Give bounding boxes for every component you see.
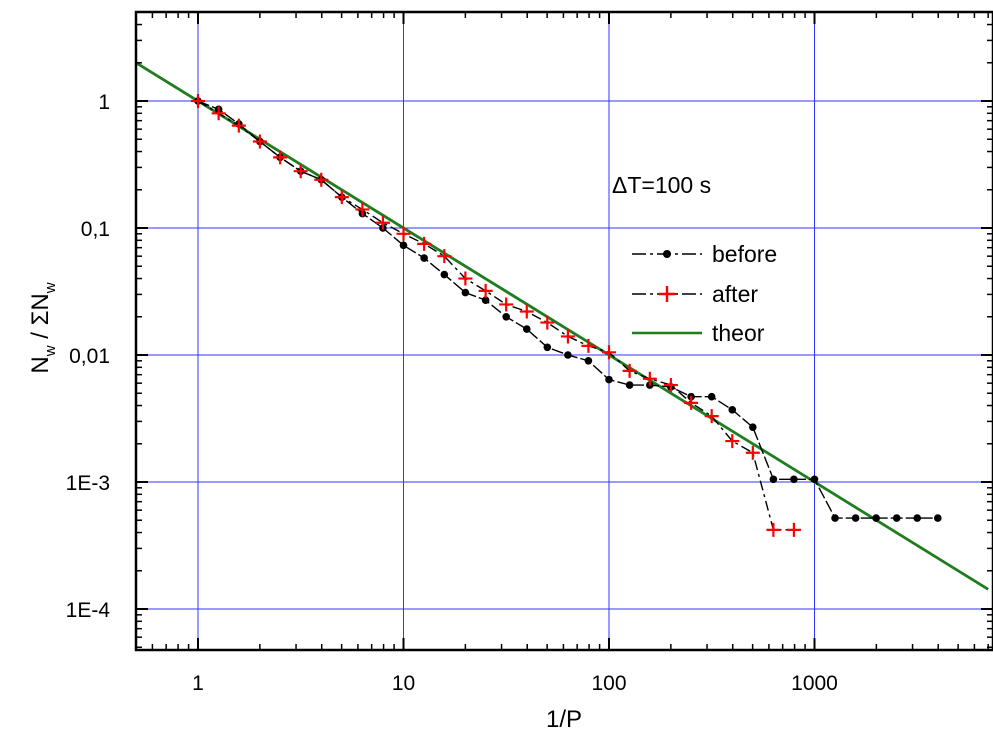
after-point [663, 378, 678, 393]
after-point [704, 409, 719, 424]
y-tick-label: 1E-4 [66, 599, 111, 622]
after-point [231, 118, 246, 133]
before-point [810, 475, 819, 484]
grid [136, 12, 993, 650]
after-point [458, 271, 473, 286]
before-point [502, 312, 510, 321]
after-point [766, 522, 781, 537]
after-point [602, 345, 616, 360]
before-point [851, 514, 860, 522]
legend-item-before: before [632, 241, 777, 267]
before-point [749, 423, 757, 432]
after-point [560, 329, 575, 344]
y-tick-label: 1E-3 [66, 472, 110, 495]
after-point [191, 94, 205, 108]
before-point [790, 475, 798, 484]
legend-item-theor: theor [632, 320, 765, 346]
x-tick-label: 100 [591, 672, 626, 695]
before-point [605, 375, 613, 384]
legend-marker-before [663, 250, 671, 258]
axis-ticks [135, 11, 993, 650]
before-point [461, 288, 470, 297]
before-point [892, 514, 901, 522]
y-tick-label: 1 [98, 91, 110, 114]
before-point [522, 325, 531, 333]
before-point [831, 514, 839, 522]
before-point [769, 475, 778, 484]
after-point [622, 363, 637, 378]
after-point [581, 338, 596, 353]
after-point [540, 315, 555, 330]
y-tick-label: 0,1 [81, 218, 110, 241]
theor-line [136, 61, 989, 591]
legend-item-after: after [632, 281, 758, 307]
after-point [437, 249, 452, 264]
y-axis-title: Nw / ΣNw [27, 282, 59, 373]
legend-marker-after [659, 286, 675, 302]
legend-label-before: before [712, 241, 777, 267]
svg-text:Nw / ΣNw: Nw / ΣNw [27, 282, 59, 373]
after-point [519, 304, 534, 319]
after-point [417, 236, 432, 251]
after-point [355, 202, 370, 217]
y-axis-title-slash: / ΣN [27, 293, 54, 345]
y-axis-title-sub2: w [42, 282, 59, 294]
before-point [440, 270, 449, 279]
after-point [499, 297, 514, 312]
x-axis-title: 1/P [546, 706, 582, 729]
legend-label-after: after [712, 281, 758, 307]
x-tick-label: 1 [192, 672, 204, 695]
before-point [399, 241, 408, 250]
before-point [872, 514, 880, 522]
before-point [625, 381, 634, 389]
x-tick-label: 1000 [791, 672, 838, 695]
before-point [564, 351, 572, 359]
before-point [913, 514, 922, 522]
legend: before after theor [632, 241, 777, 346]
after-point [314, 172, 329, 187]
after-point [396, 226, 411, 241]
y-axis-title-sub1: w [42, 345, 59, 357]
after-point [252, 134, 267, 149]
after-point [786, 522, 801, 537]
after-point [642, 371, 657, 386]
series-layer [136, 61, 989, 591]
y-axis-title-n: N [27, 356, 54, 373]
after-point [211, 106, 226, 121]
before-point [543, 343, 552, 352]
after-point [684, 395, 699, 410]
before-point [707, 392, 716, 401]
before-point [933, 514, 942, 522]
before-point [420, 254, 428, 262]
after-point [273, 150, 288, 165]
annotation-delta-t: ΔT=100 s [612, 172, 711, 198]
after-point [725, 434, 740, 449]
before-point [584, 357, 593, 365]
before-point [481, 296, 490, 305]
after-point [478, 283, 493, 298]
after-point [334, 190, 349, 205]
after-point [293, 164, 308, 179]
x-tick-label: 10 [392, 672, 415, 695]
before-point [728, 406, 737, 414]
after-point [745, 445, 760, 460]
after-point [375, 215, 390, 230]
legend-label-theor: theor [712, 320, 765, 346]
tick-labels: 1 10 100 1000 1 0,1 0,01 1E-3 1E-4 [66, 91, 838, 695]
plot-frame [134, 10, 993, 652]
y-tick-label: 0,01 [69, 345, 110, 368]
